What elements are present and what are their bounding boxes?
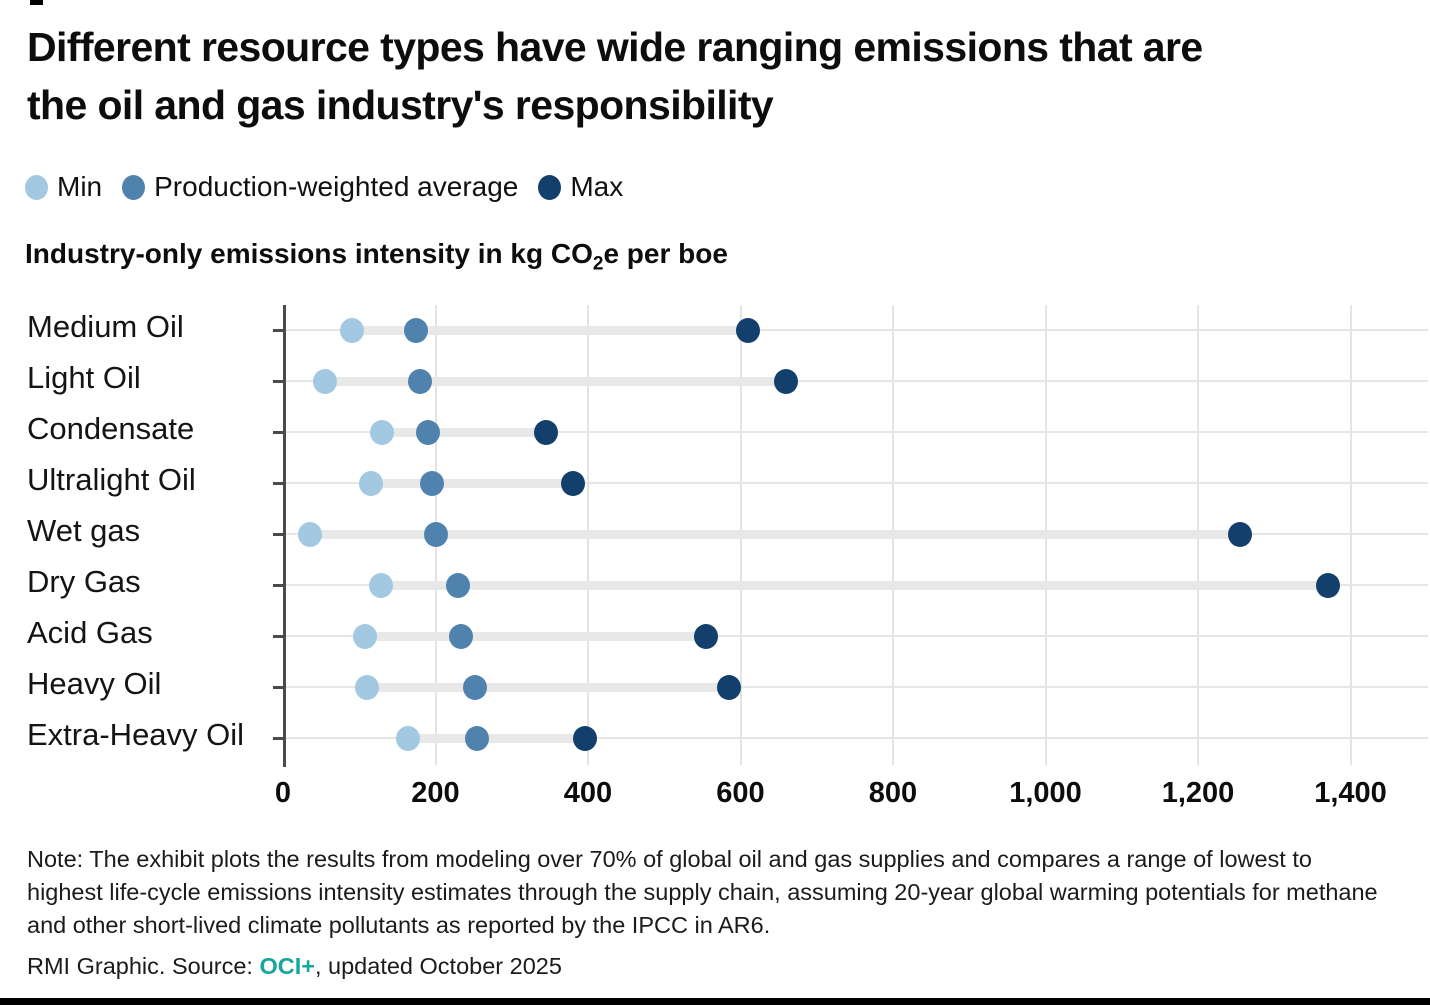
y-axis-tick [273,380,283,383]
source-suffix: , updated October 2025 [314,953,562,979]
y-axis-category-label: Ultralight Oil [27,462,196,497]
row-gridline [283,431,1428,433]
dot-max [534,419,559,445]
y-axis-tick [273,482,283,485]
range-connector [366,682,730,692]
range-connector [324,376,787,386]
vertical-gridline [1349,305,1352,765]
x-axis-tick-label: 200 [411,777,460,809]
row-gridline [283,737,1428,739]
y-axis-category-label: Light Oil [27,360,141,395]
row-gridline [283,686,1428,688]
range-connector [364,631,707,641]
dot-max [774,368,799,394]
y-axis-category-label: Extra-Heavy Oil [27,717,245,752]
dot-production-weighted-average [446,572,471,598]
dot-production-weighted-average [465,725,490,751]
dot-max [717,674,742,700]
x-axis-tick-label: 600 [716,777,765,809]
dot-min [352,623,377,649]
dot-max [694,623,719,649]
y-axis-tick [273,737,283,740]
dot-min [297,521,322,547]
chart-title: Different resource types have wide rangi… [27,24,1203,129]
range-connector [380,580,1328,590]
legend-swatch-icon [538,174,562,200]
source-line: RMI Graphic. Source: OCI+, updated Octob… [27,953,562,980]
x-axis-tick-label: 1,000 [1009,777,1082,809]
source-link-oci[interactable]: OCI+ [259,953,315,979]
dot-production-weighted-average [408,368,433,394]
x-axis-tick-label: 0 [274,777,292,809]
axis-title-subscript: 2 [592,253,604,275]
y-axis-line [283,305,286,767]
dot-max [1227,521,1252,547]
x-axis-tick-label: 1,200 [1161,777,1235,809]
legend: Min Production-weighted average Max [25,171,643,203]
row-gridline [283,635,1428,637]
source-prefix: RMI Graphic. Source: [27,953,260,979]
y-axis-category-label: Dry Gas [27,564,141,599]
legend-item-max: Max [538,171,623,203]
y-axis-category-label: Medium Oil [27,309,184,344]
row-gridline [283,482,1428,484]
plot-area: 0 200 400 600 800 1,000 1,200 1,400 [273,305,1428,809]
dot-production-weighted-average [463,674,488,700]
row-gridline [283,329,1428,331]
legend-item-min: Min [25,171,102,203]
legend-item-production-weighted-average: Production-weighted average [122,171,518,203]
y-axis-category-label: Heavy Oil [27,666,162,701]
dot-production-weighted-average [423,521,448,547]
dot-production-weighted-average [404,317,429,343]
legend-swatch-icon [122,174,146,200]
x-axis-tick-label: 1,400 [1314,777,1387,809]
range-connector [382,427,547,437]
legend-label: Min [57,171,103,202]
dot-production-weighted-average [449,623,474,649]
y-axis-tick [273,686,283,689]
y-axis-tick [273,533,283,536]
range-connector [309,529,1240,539]
row-gridline [283,380,1428,382]
y-axis-category-label: Condensate [27,411,195,446]
dot-production-weighted-average [415,419,440,445]
footnote: Note: The exhibit plots the results from… [27,846,1378,938]
y-axis-category-label: Acid Gas [27,615,153,650]
dot-min [312,368,337,394]
legend-swatch-icon [25,174,48,200]
x-axis-tick-label: 800 [868,777,918,809]
dot-min [368,572,393,598]
x-axis-tick-label: 400 [563,777,613,809]
legend-label: Production-weighted average [154,171,519,202]
legend-label: Max [570,171,624,202]
range-connector [408,733,585,743]
axis-title: Industry-only emissions intensity in kg … [25,238,728,276]
dot-min [358,470,383,496]
axis-title-suffix: e per boe [603,238,728,269]
y-axis-tick [273,635,283,638]
dot-max [560,470,585,496]
dot-min [396,725,421,751]
dot-min [339,317,364,343]
y-axis-tick [273,329,283,332]
dot-max [1315,572,1340,598]
dot-min [370,419,395,445]
dot-production-weighted-average [420,470,445,496]
y-axis-tick [273,584,283,587]
dot-min [354,674,379,700]
bottom-border [0,998,1430,1005]
y-axis-tick [273,431,283,434]
range-connector [370,478,573,488]
range-connector [351,325,749,335]
axis-title-prefix: Industry-only emissions intensity in kg … [25,238,593,269]
y-axis-category-label: Wet gas [27,513,141,548]
dot-max [572,725,597,751]
corner-mark [30,0,43,5]
dot-max [736,317,761,343]
